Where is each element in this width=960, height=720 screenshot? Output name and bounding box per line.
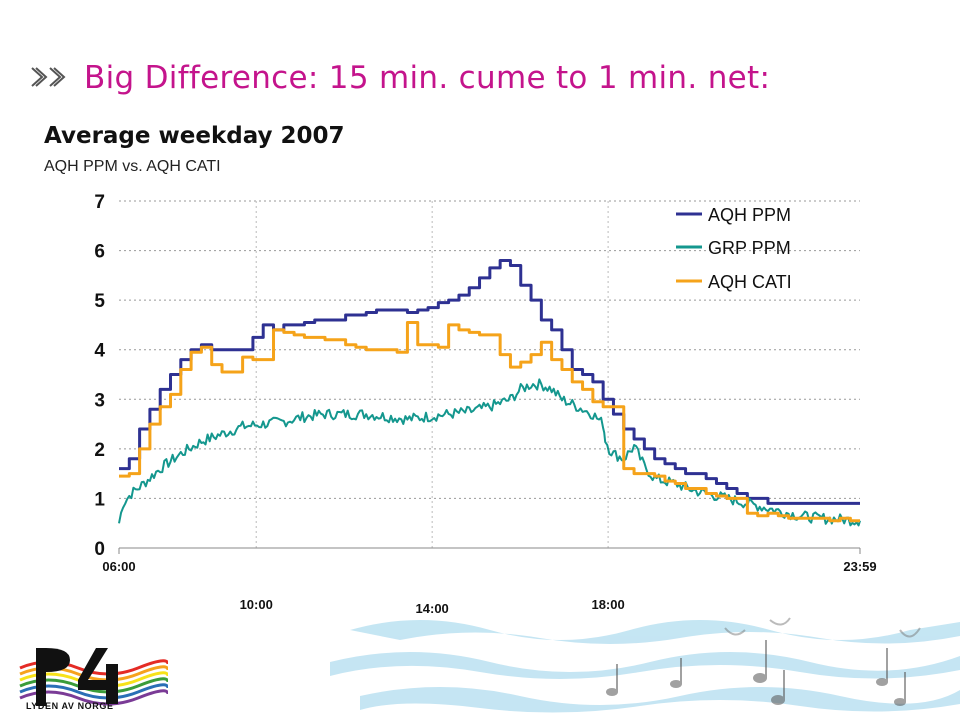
x-tick-label-lower: 18:00	[591, 597, 624, 612]
legend-label: AQH CATI	[708, 272, 792, 292]
slide-title: Big Difference: 15 min. cume to 1 min. n…	[84, 60, 771, 96]
legend-label: AQH PPM	[708, 205, 791, 225]
line-chart: 0 1 2 3 4 5 6 7 06:00 23:59 10:00 14:00 18:00 AQH PPM…	[94, 192, 876, 616]
chart-title: Average weekday 2007	[44, 123, 345, 149]
double-chevron-icon	[31, 67, 66, 87]
x-tick-label-lower: 10:00	[240, 597, 273, 612]
y-tick-label: 6	[94, 242, 105, 263]
legend-label: GRP PPM	[708, 238, 791, 258]
y-tick-label: 3	[94, 390, 105, 411]
y-tick-label: 0	[94, 539, 105, 560]
wave-music-decoration	[330, 617, 960, 713]
chart-subtitle: AQH PPM vs. AQH CATI	[44, 158, 221, 175]
y-tick-label: 2	[94, 440, 105, 461]
p4-logo	[19, 648, 168, 706]
x-tick-label-lower: 14:00	[416, 601, 449, 616]
series-line-aqh-cati	[119, 320, 860, 523]
series-line-aqh-ppm	[119, 258, 860, 505]
y-tick-label: 5	[94, 291, 105, 312]
x-tick-label: 23:59	[843, 559, 876, 574]
logo-tagline: LYDEN AV NORGE	[26, 701, 114, 711]
y-tick-label: 1	[94, 489, 105, 510]
y-tick-label: 4	[94, 341, 105, 362]
x-tick-label: 06:00	[102, 559, 135, 574]
y-tick-label: 7	[94, 192, 105, 213]
series-line-grp-ppm	[118, 378, 861, 527]
